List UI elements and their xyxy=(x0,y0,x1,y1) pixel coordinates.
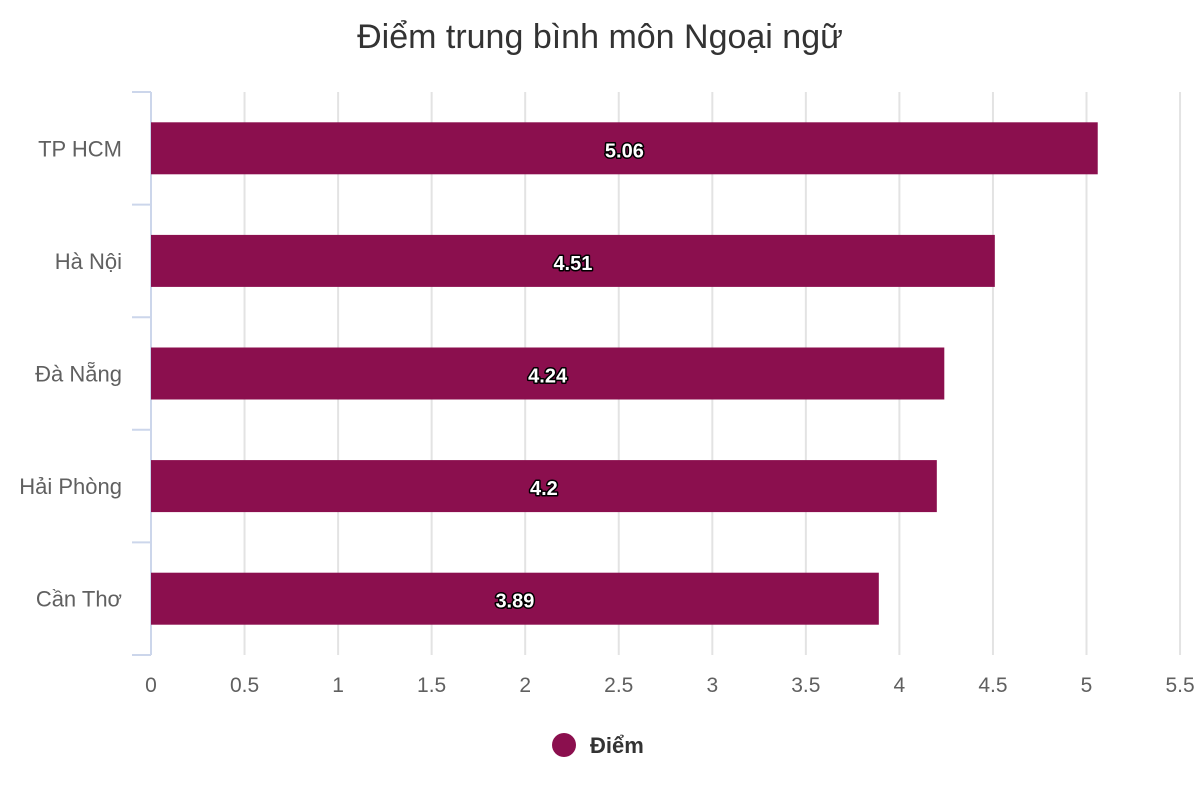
x-tick-label: 2 xyxy=(519,674,531,697)
data-label: 4.24 xyxy=(528,366,568,388)
bar[interactable] xyxy=(151,234,995,287)
x-tick-label: 5.5 xyxy=(1165,674,1194,697)
data-label: 4.51 xyxy=(553,253,592,275)
x-tick-label: 3 xyxy=(706,674,718,697)
category-label: Hải Phòng xyxy=(19,474,122,499)
category-label: TP HCM xyxy=(38,136,122,161)
data-label: 4.2 xyxy=(530,478,558,500)
x-axis-ticks: 0 0.5 1 1.5 2 2.5 3 3.5 4 4.5 5 5.5 xyxy=(145,674,1194,697)
x-tick-label: 1.5 xyxy=(417,674,446,697)
legend-label: Điểm xyxy=(590,733,644,758)
x-tick-label: 1 xyxy=(332,674,344,697)
bars: 5.06 4.51 4.24 4.2 3.89 xyxy=(151,122,1098,625)
category-label: Hà Nội xyxy=(55,249,122,274)
data-label: 3.89 xyxy=(495,591,534,613)
category-label: Cần Thơ xyxy=(36,587,122,612)
bar[interactable] xyxy=(151,347,945,400)
x-tick-label: 3.5 xyxy=(791,674,820,697)
bar[interactable] xyxy=(151,460,937,513)
category-label: Đà Nẵng xyxy=(35,362,122,387)
bar[interactable] xyxy=(151,122,1098,175)
x-tick-label: 4.5 xyxy=(978,674,1007,697)
x-tick-label: 0.5 xyxy=(230,674,259,697)
bar[interactable] xyxy=(151,572,879,625)
x-tick-label: 0 xyxy=(145,674,157,697)
chart-title: Điểm trung bình môn Ngoại ngữ xyxy=(357,18,843,56)
x-tick-label: 4 xyxy=(894,674,906,697)
category-axis: TP HCM Hà Nội Đà Nẵng Hải Phòng Cần Thơ xyxy=(19,91,152,656)
x-tick-label: 5 xyxy=(1081,674,1093,697)
data-label: 5.06 xyxy=(605,140,644,162)
legend-marker xyxy=(552,733,576,757)
x-tick-label: 2.5 xyxy=(604,674,633,697)
legend[interactable]: Điểm xyxy=(552,733,644,758)
